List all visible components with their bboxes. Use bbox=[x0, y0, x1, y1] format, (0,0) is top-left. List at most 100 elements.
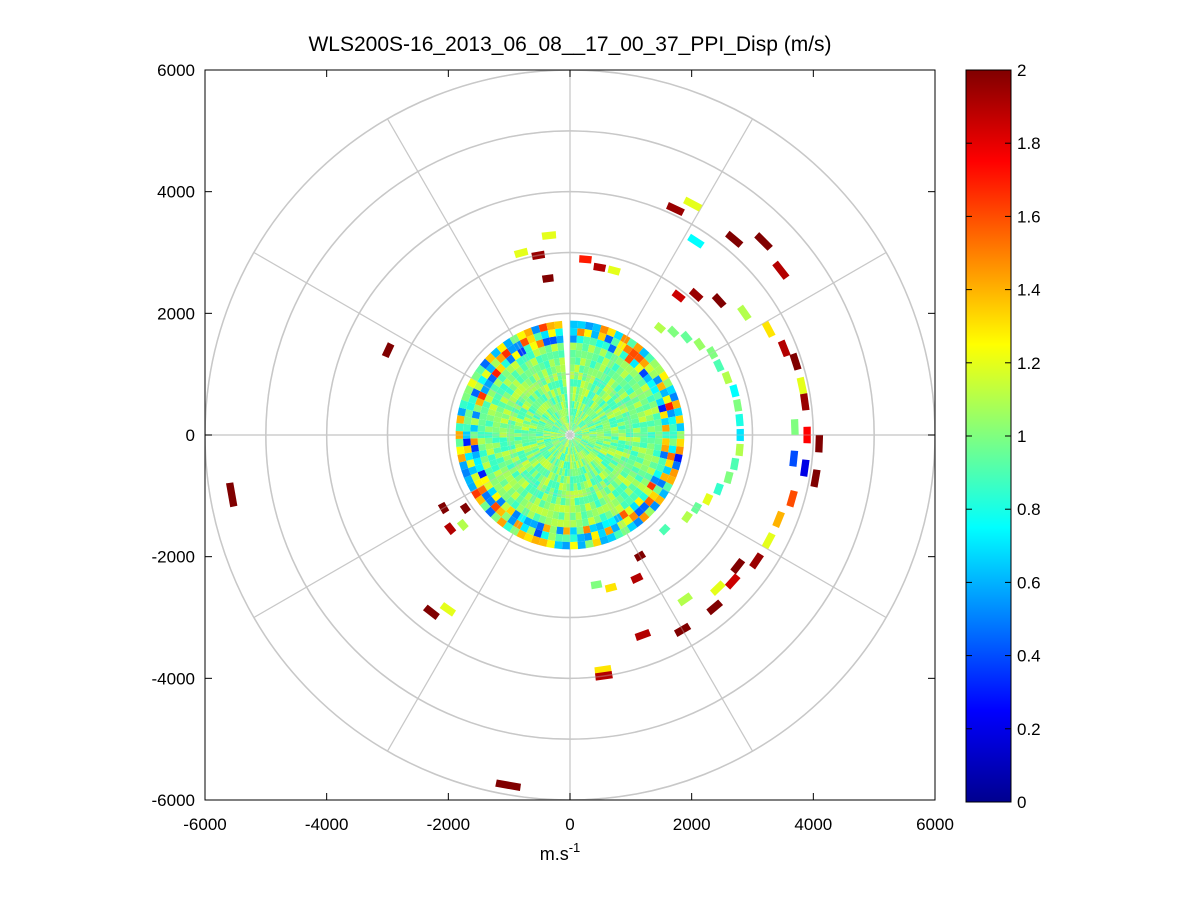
core-cell bbox=[650, 385, 660, 395]
core-cell bbox=[610, 337, 621, 347]
core-cell bbox=[584, 472, 590, 481]
core-cell bbox=[595, 424, 604, 429]
core-cell bbox=[558, 482, 564, 491]
core-cell bbox=[570, 415, 573, 423]
core-cell bbox=[576, 533, 585, 542]
core-cell bbox=[563, 439, 568, 446]
core-cell bbox=[604, 455, 613, 463]
x-tick-label: 4000 bbox=[794, 815, 832, 834]
velocity-cell bbox=[693, 337, 706, 351]
core-cell bbox=[554, 450, 560, 458]
core-cell bbox=[548, 463, 555, 472]
core-cell bbox=[550, 397, 557, 405]
spoke-line bbox=[386, 434, 571, 752]
core-cell bbox=[556, 387, 562, 396]
core-cell bbox=[581, 343, 590, 352]
core-cell bbox=[540, 530, 550, 540]
core-cell bbox=[539, 405, 547, 413]
core-cell bbox=[586, 479, 593, 488]
core-cell bbox=[562, 446, 566, 454]
core-cell bbox=[570, 476, 574, 484]
core-cell bbox=[572, 438, 578, 446]
core-cell bbox=[620, 525, 631, 536]
core-cell bbox=[511, 470, 521, 479]
core-cell bbox=[551, 426, 560, 431]
core-cell bbox=[554, 421, 561, 428]
core-cell bbox=[606, 532, 617, 543]
core-cell bbox=[483, 379, 494, 389]
core-cell bbox=[477, 484, 488, 495]
core-cell bbox=[584, 456, 591, 464]
core-cell bbox=[595, 407, 603, 415]
core-cell bbox=[666, 475, 677, 486]
core-cell bbox=[493, 447, 502, 454]
core-cell bbox=[516, 529, 527, 540]
core-cell bbox=[587, 494, 595, 503]
core-cell bbox=[473, 478, 484, 489]
core-cell bbox=[644, 496, 655, 507]
core-cell bbox=[558, 467, 563, 476]
velocity-cell bbox=[437, 501, 450, 515]
core-cell bbox=[493, 416, 502, 423]
core-cell bbox=[489, 459, 498, 467]
velocity-cell bbox=[381, 342, 395, 358]
core-cell bbox=[478, 418, 487, 427]
core-cell bbox=[589, 360, 597, 369]
core-cell bbox=[560, 426, 567, 432]
core-cell bbox=[532, 512, 541, 522]
core-cell bbox=[603, 494, 612, 504]
core-cell bbox=[526, 526, 536, 536]
core-cell bbox=[570, 439, 572, 448]
velocity-cell bbox=[422, 604, 440, 621]
core-cell bbox=[533, 363, 542, 373]
core-cell bbox=[647, 437, 656, 444]
core-cell bbox=[588, 439, 596, 444]
core-cell bbox=[554, 481, 560, 490]
core-cell bbox=[560, 364, 566, 373]
core-cell bbox=[652, 375, 663, 386]
core-cell bbox=[575, 417, 581, 425]
core-cell bbox=[599, 512, 608, 522]
core-cell bbox=[550, 415, 557, 422]
core-cell bbox=[548, 502, 556, 512]
core-cell bbox=[500, 465, 509, 474]
core-cell bbox=[598, 462, 607, 471]
core-cell bbox=[594, 445, 602, 450]
y-tick-label: 6000 bbox=[157, 61, 195, 80]
velocity-cell bbox=[749, 552, 764, 570]
core-cell bbox=[537, 455, 545, 463]
core-cell bbox=[602, 405, 611, 412]
velocity-cell bbox=[531, 250, 546, 261]
core-cell bbox=[493, 482, 503, 492]
core-cell bbox=[576, 526, 584, 535]
core-cell bbox=[562, 534, 570, 543]
core-cell bbox=[493, 392, 503, 401]
core-cell bbox=[536, 424, 545, 429]
core-cell bbox=[601, 470, 609, 478]
core-cell bbox=[540, 476, 548, 485]
core-cell bbox=[609, 419, 618, 425]
core-cell bbox=[544, 344, 553, 354]
core-cell bbox=[574, 436, 582, 441]
core-cell bbox=[543, 434, 551, 436]
core-cell bbox=[615, 485, 625, 495]
core-cell bbox=[551, 438, 559, 443]
core-cell bbox=[610, 423, 618, 428]
core-cell bbox=[536, 429, 544, 433]
core-cell bbox=[545, 494, 553, 503]
core-cell bbox=[594, 395, 602, 404]
core-cell bbox=[671, 399, 681, 410]
core-cell bbox=[559, 504, 566, 513]
core-cell bbox=[628, 391, 638, 400]
core-cell bbox=[575, 460, 580, 469]
core-cell bbox=[643, 388, 654, 398]
core-cell bbox=[591, 403, 599, 411]
core-cell bbox=[526, 410, 535, 417]
velocity-cell bbox=[513, 247, 529, 259]
core-cell bbox=[583, 328, 593, 338]
core-cell bbox=[591, 449, 599, 456]
core-cell bbox=[578, 420, 585, 427]
core-cell bbox=[463, 445, 472, 454]
core-cell bbox=[520, 392, 529, 401]
core-cell bbox=[572, 425, 578, 432]
